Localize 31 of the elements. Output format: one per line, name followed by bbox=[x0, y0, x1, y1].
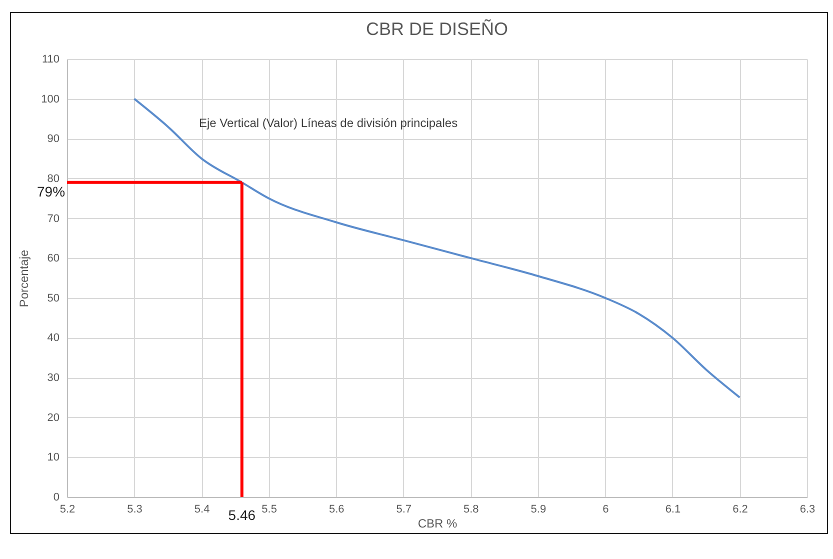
y-tick-label: 100 bbox=[41, 93, 60, 106]
x-tick-label: 5.9 bbox=[530, 504, 546, 516]
x-axis-title: CBR % bbox=[418, 516, 458, 530]
y-tick-label: 90 bbox=[47, 133, 60, 146]
y-tick-label: 80 bbox=[47, 172, 60, 185]
y-tick-label: 110 bbox=[42, 54, 60, 66]
x-tick-label: 5.6 bbox=[328, 504, 344, 516]
x-tick-label: 5.5 bbox=[262, 504, 277, 516]
y-axis-title: Porcentaje bbox=[17, 249, 32, 308]
y-tick-label: 30 bbox=[47, 372, 60, 384]
y-tick-label: 60 bbox=[47, 252, 60, 265]
x-tick-label: 5.3 bbox=[127, 504, 142, 516]
y-tick-label: 70 bbox=[47, 212, 60, 225]
x-tick-label: 5.2 bbox=[60, 504, 76, 516]
y-tick-label: 0 bbox=[53, 492, 60, 504]
ref-line-label: 79% bbox=[37, 183, 66, 200]
y-tick-label: 50 bbox=[47, 292, 60, 304]
line-series bbox=[133, 98, 741, 398]
x-tick-label: 5.4 bbox=[194, 504, 210, 516]
x-tick-label: 6.1 bbox=[665, 504, 681, 516]
x-tick-label: 5.7 bbox=[396, 504, 412, 516]
y-tick-label: 20 bbox=[47, 412, 60, 424]
annotation: Eje Vertical (Valor) Líneas de división principales bbox=[199, 116, 458, 130]
x-tick-label: 6 bbox=[602, 504, 609, 516]
y-tick-label: 40 bbox=[47, 332, 60, 344]
ref-line-label: 5.46 bbox=[228, 507, 256, 523]
x-tick-label: 6.3 bbox=[800, 504, 816, 516]
x-tick-label: 5.8 bbox=[463, 504, 479, 516]
y-tick-label: 10 bbox=[47, 452, 60, 464]
chart-title: CBR DE DISEÑO bbox=[366, 19, 508, 39]
x-tick-label: 6.2 bbox=[732, 504, 748, 516]
